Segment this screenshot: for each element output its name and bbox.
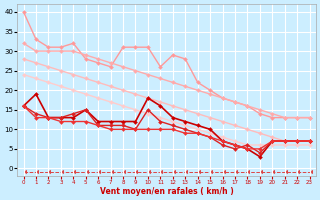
X-axis label: Vent moyen/en rafales ( km/h ): Vent moyen/en rafales ( km/h ) [100, 187, 234, 196]
